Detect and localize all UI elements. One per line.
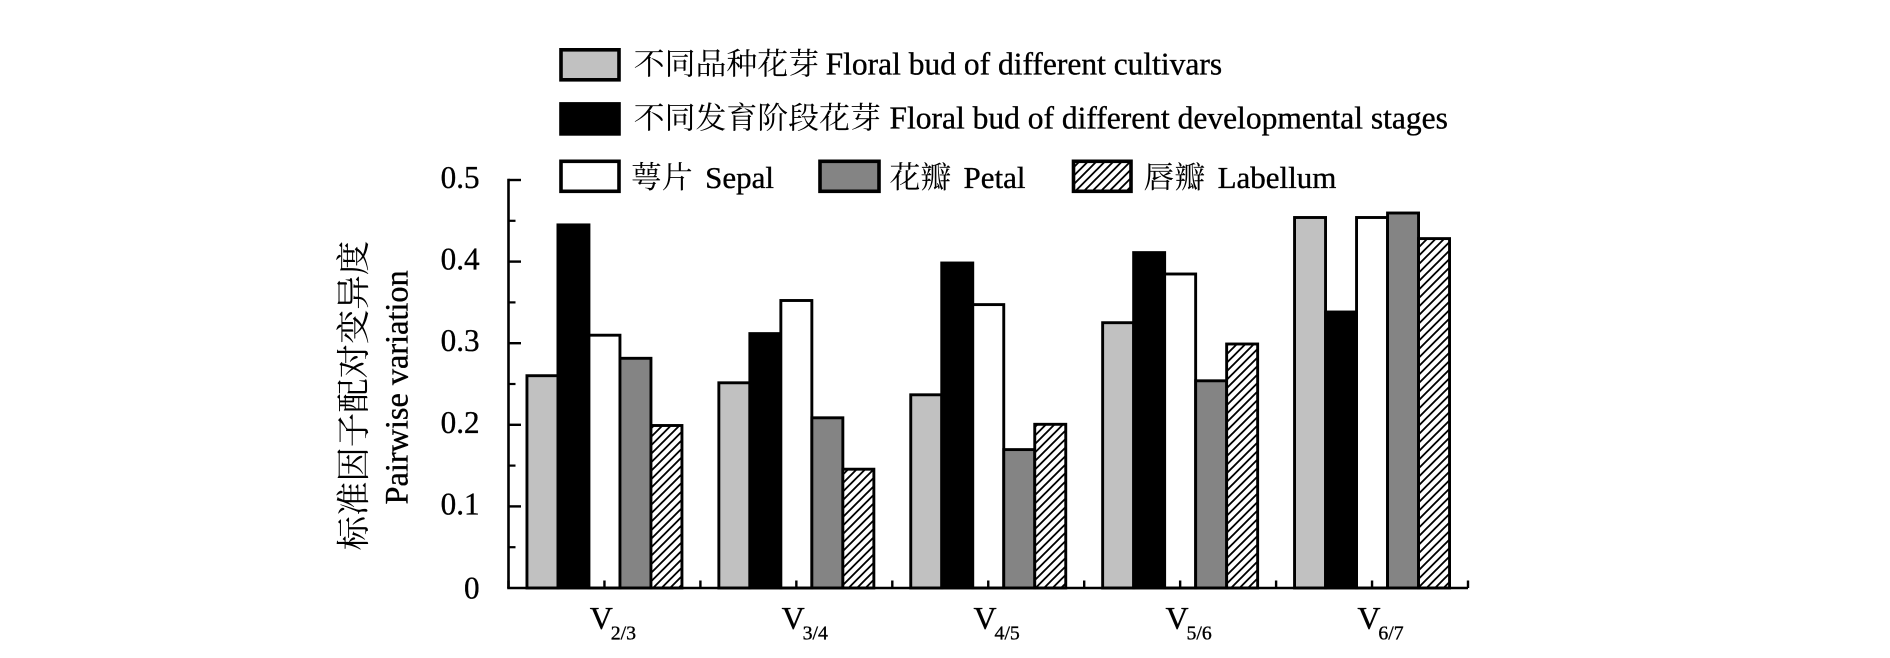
svg-text:V: V (1165, 600, 1188, 636)
svg-text:Floral bud of different cultiv: Floral bud of different cultivars (826, 47, 1223, 82)
svg-text:Floral bud of different develo: Floral bud of different developmental st… (890, 101, 1448, 136)
svg-text:0.2: 0.2 (441, 405, 480, 440)
svg-text:5/6: 5/6 (1186, 623, 1211, 645)
svg-text:0.5: 0.5 (441, 160, 480, 195)
svg-text:2/3: 2/3 (611, 623, 636, 645)
svg-text:V: V (590, 600, 613, 636)
svg-text:0.4: 0.4 (441, 242, 480, 277)
svg-text:6/7: 6/7 (1378, 623, 1403, 645)
svg-text:V: V (1357, 600, 1380, 636)
svg-text:4/5: 4/5 (995, 623, 1020, 645)
svg-text:Petal: Petal (964, 160, 1026, 195)
svg-text:3/4: 3/4 (803, 623, 828, 645)
svg-text:0.3: 0.3 (441, 323, 480, 358)
svg-text:0.1: 0.1 (441, 486, 480, 521)
svg-text:Pairwise variation: Pairwise variation (379, 270, 415, 504)
svg-text:Sepal: Sepal (705, 160, 774, 195)
svg-text:V: V (782, 600, 805, 636)
svg-text:V: V (974, 600, 997, 636)
svg-text:0: 0 (464, 571, 480, 606)
svg-text:Labellum: Labellum (1218, 160, 1337, 195)
